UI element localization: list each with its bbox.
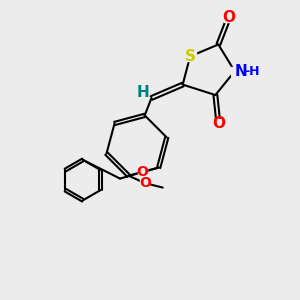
Text: O: O bbox=[222, 10, 235, 25]
Bar bbox=[140, 179, 149, 187]
Text: H: H bbox=[137, 85, 149, 100]
Bar bbox=[139, 88, 148, 97]
Bar bbox=[184, 52, 196, 61]
Bar bbox=[231, 67, 250, 76]
Text: -H: -H bbox=[244, 65, 260, 78]
Text: O: O bbox=[139, 176, 151, 190]
Text: N: N bbox=[234, 64, 247, 79]
Text: O: O bbox=[212, 116, 225, 131]
Text: O: O bbox=[136, 165, 148, 179]
Bar bbox=[138, 168, 147, 176]
Text: S: S bbox=[184, 49, 196, 64]
Bar bbox=[224, 14, 233, 22]
Bar bbox=[214, 119, 223, 128]
